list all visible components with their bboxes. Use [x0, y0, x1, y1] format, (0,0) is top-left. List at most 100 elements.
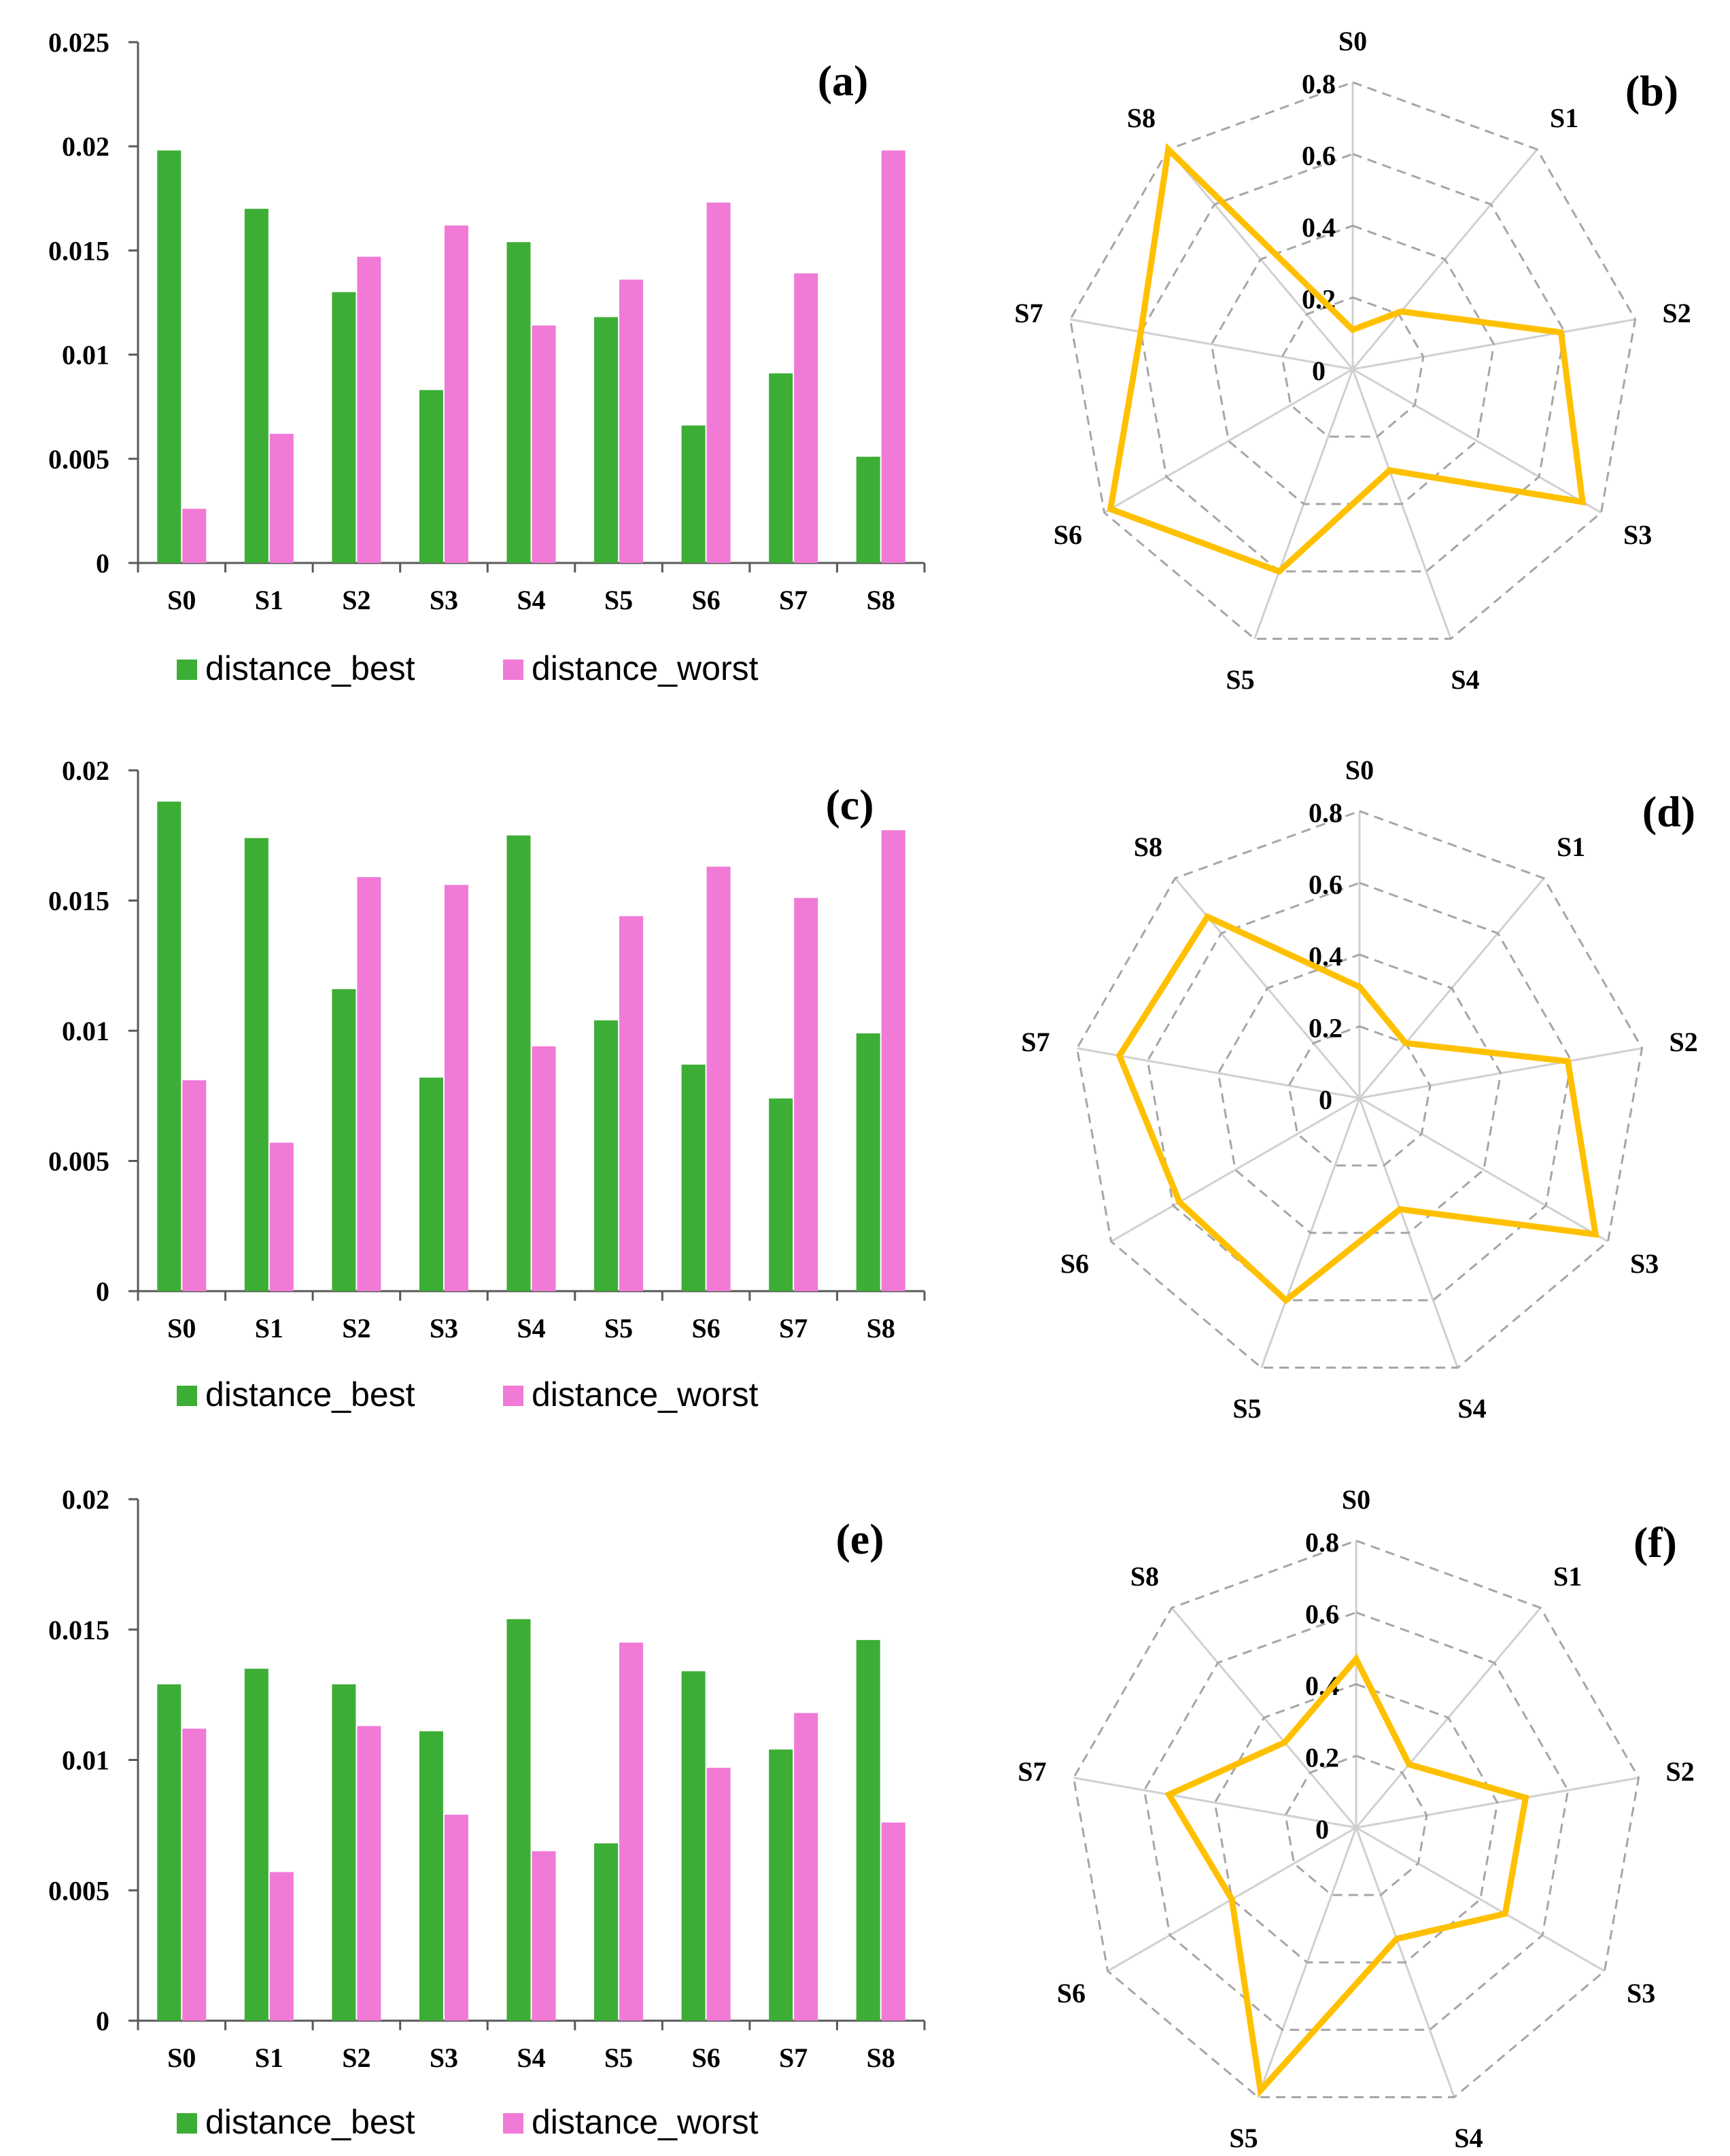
bar-distance_best-S6: [681, 425, 706, 563]
radar-category-label: S8: [1130, 1561, 1159, 1592]
x-tick-label: S2: [342, 1313, 370, 1344]
bar-distance_best-S8: [856, 1033, 880, 1291]
bar-distance_worst-S3: [444, 885, 468, 1291]
radar-category-label: S0: [1345, 755, 1374, 785]
x-tick-label: S7: [779, 585, 808, 615]
x-tick-label: S0: [167, 1313, 196, 1344]
bar-distance_worst-S1: [269, 434, 294, 563]
bar-distance_worst-S6: [706, 202, 731, 564]
radar-tick-label: 0.6: [1302, 141, 1336, 171]
radar-grid-ring: [1281, 296, 1425, 438]
bar-distance_best-S7: [769, 1098, 793, 1291]
bar-distance_worst-S8: [881, 830, 905, 1291]
bar-distance_best-S0: [157, 801, 181, 1291]
bar-distance_best-S5: [594, 317, 619, 563]
x-tick-label: S2: [342, 2042, 370, 2073]
radar-series-line: [1107, 143, 1587, 575]
radar-category-label: S6: [1060, 1248, 1089, 1279]
bar-distance_worst-S4: [532, 1851, 556, 2021]
y-tick-label: 0: [96, 1276, 109, 1307]
radar-tick-label: 0.8: [1302, 69, 1336, 99]
bar-distance_best-S0: [157, 1684, 181, 2021]
x-tick-label: S4: [517, 1313, 545, 1344]
legend-label: distance_worst: [532, 649, 759, 687]
bar-distance_worst-S0: [182, 509, 207, 563]
x-tick-label: S6: [691, 585, 720, 615]
x-tick-label: S1: [255, 2042, 283, 2073]
y-tick-label: 0.025: [48, 27, 109, 58]
x-tick-label: S5: [604, 1313, 633, 1344]
bar-distance_worst-S3: [444, 1815, 468, 2021]
radar-spoke: [1073, 1777, 1357, 1829]
legend-swatch-distance_worst: [503, 2113, 523, 2134]
radar-grid-ring: [1069, 81, 1637, 640]
radar-spoke: [1355, 1826, 1606, 1972]
bar-distance_worst-S0: [182, 1728, 207, 2021]
bar-distance_best-S1: [244, 209, 269, 563]
panel-label: (e): [835, 1515, 884, 1563]
radar-category-label: S0: [1342, 1484, 1370, 1515]
bar-distance_worst-S2: [357, 1726, 381, 2021]
y-tick-label: 0: [96, 548, 109, 579]
radar-category-label: S5: [1232, 1393, 1261, 1424]
radar-category-label: S4: [1454, 2123, 1483, 2153]
bar-distance_best-S0: [157, 150, 181, 563]
radar-tick-label: 0: [1312, 356, 1326, 386]
panel-label: (d): [1642, 787, 1695, 836]
radar-spoke: [1359, 1097, 1609, 1243]
bar-distance_worst-S3: [444, 225, 468, 563]
bar-distance_best-S7: [769, 1749, 793, 2021]
y-tick-label: 0: [96, 2006, 109, 2036]
bar-distance_best-S2: [332, 989, 356, 1291]
legend-label: distance_best: [205, 2103, 415, 2141]
radar-grid-ring: [1143, 1611, 1570, 2031]
x-tick-label: S2: [342, 585, 370, 615]
radar-tick-label: 0.2: [1309, 1013, 1343, 1044]
y-tick-label: 0.015: [48, 886, 109, 917]
bar-distance_worst-S2: [357, 256, 381, 563]
radar-category-label: S8: [1134, 832, 1162, 862]
bar-distance_best-S4: [506, 1619, 531, 2021]
bar-distance_worst-S7: [794, 1713, 818, 2021]
bar-distance_worst-S4: [532, 1046, 556, 1291]
radar-tick-label: 0.4: [1302, 212, 1336, 243]
bar-distance_worst-S1: [269, 1142, 294, 1291]
y-tick-label: 0.02: [62, 1484, 109, 1515]
radar-category-label: S2: [1670, 1027, 1698, 1057]
x-tick-label: S4: [517, 2042, 545, 2073]
bar-distance_best-S5: [594, 1843, 619, 2021]
radar-category-label: S1: [1550, 103, 1578, 133]
radar-spoke: [1110, 1097, 1360, 1243]
bar-distance_worst-S5: [619, 916, 644, 1291]
y-tick-label: 0.005: [48, 1875, 109, 1906]
bar-distance_worst-S7: [794, 273, 818, 563]
bar-chart-4: 0 0.005 0.01 0.015 0.02 S0 S1 S2 S3 S4 S5 S6 S7 S8 (e)…: [48, 1484, 926, 2141]
y-tick-label: 0.015: [48, 235, 109, 266]
radar-grid-ring: [1072, 1539, 1640, 2099]
y-tick-label: 0.01: [62, 1016, 109, 1046]
panel-label: (a): [818, 56, 869, 105]
y-tick-label: 0.005: [48, 444, 109, 475]
radar-tick-label: 0: [1319, 1084, 1332, 1115]
radar-category-label: S4: [1457, 1393, 1486, 1424]
x-tick-label: S3: [430, 2042, 458, 2073]
radar-category-label: S2: [1663, 298, 1691, 328]
radar-grid-ring: [1217, 953, 1502, 1234]
x-tick-label: S5: [604, 585, 633, 615]
radar-tick-label: 0: [1315, 1814, 1329, 1845]
radar-grid-ring: [1146, 881, 1573, 1301]
x-tick-label: S4: [517, 585, 545, 615]
legend-swatch-distance_best: [177, 1386, 197, 1406]
radar-category-label: S6: [1054, 519, 1082, 550]
y-tick-label: 0.02: [62, 755, 109, 786]
bar-distance_best-S1: [244, 1669, 269, 2021]
bar-distance_worst-S6: [706, 1768, 731, 2021]
legend: distance_best distance_worst: [177, 1375, 759, 1414]
panel-label: (c): [825, 781, 873, 829]
bar-distance_best-S4: [506, 242, 531, 563]
radar-tick-label: 0.8: [1309, 798, 1343, 828]
bar-distance_best-S8: [856, 1640, 880, 2021]
bar-distance_best-S3: [419, 1731, 443, 2021]
